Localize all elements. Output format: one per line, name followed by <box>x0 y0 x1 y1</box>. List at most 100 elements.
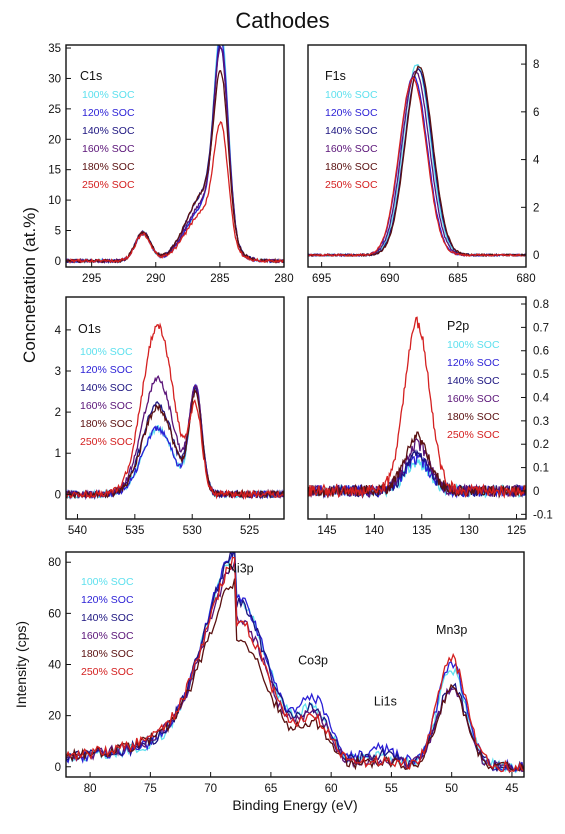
legend-entry: 160% SOC <box>80 400 133 412</box>
panel-f1s: 695 690 685 680 0 2 4 6 8 F1s 100% SOC 120% SOC 140%… <box>307 44 540 285</box>
y-tick-label: 20 <box>48 134 61 146</box>
y-tick-label: 2 <box>533 202 539 214</box>
peak-label: Co3p <box>298 654 328 668</box>
legend: 100% SOC 120% SOC 140% SOC 160% SOC 180% SOC… <box>81 576 134 678</box>
x-tick-label: 145 <box>317 525 336 537</box>
legend-entry: 140% SOC <box>80 382 133 394</box>
y-tick-label: 0.2 <box>533 439 549 451</box>
legend-entry: 250% SOC <box>81 666 134 678</box>
x-tick-label: 695 <box>312 273 331 285</box>
series-line <box>66 121 284 264</box>
series-lines <box>308 63 526 258</box>
legend-entry: 120% SOC <box>447 357 500 369</box>
series-lines <box>66 552 524 774</box>
legend-entry: 100% SOC <box>325 89 378 101</box>
y-tick-label: 8 <box>533 59 539 71</box>
plot-frame <box>307 296 527 520</box>
series-lines <box>66 322 284 501</box>
y-tick-label: 0 <box>533 250 539 262</box>
panel-title: P2p <box>447 319 469 333</box>
x-tick-label: 140 <box>365 525 384 537</box>
x-tick-label: 535 <box>125 525 144 537</box>
series-line <box>66 578 524 772</box>
legend-entry: 180% SOC <box>80 418 133 430</box>
legend-entry: 140% SOC <box>81 612 134 624</box>
x-tick-label: 135 <box>412 525 431 537</box>
x-tick-label: 285 <box>210 273 229 285</box>
y-tick-label: 0.8 <box>533 299 549 311</box>
y-tick-label: 30 <box>48 73 61 85</box>
x-tick-label: 290 <box>146 273 165 285</box>
y-tick-label: 20 <box>48 711 61 723</box>
x-tick-label: 530 <box>183 525 202 537</box>
legend-entry: 180% SOC <box>82 161 135 173</box>
series-line <box>66 561 524 773</box>
legend: 100% SOC 120% SOC 140% SOC 160% SOC 180% SOC… <box>325 89 378 191</box>
y-tick-label: 40 <box>48 660 61 672</box>
legend-entry: 180% SOC <box>447 411 500 423</box>
series-line <box>66 556 524 773</box>
x-tick-label: 125 <box>507 525 526 537</box>
x-tick-label: 525 <box>240 525 259 537</box>
y-tick-label: 0 <box>533 486 539 498</box>
y-tick-label: 60 <box>48 608 61 620</box>
legend: 100% SOC 120% SOC 140% SOC 160% SOC 180% SOC… <box>80 346 133 448</box>
legend-entry: 100% SOC <box>82 89 135 101</box>
legend-entry: 160% SOC <box>81 630 134 642</box>
legend-entry: 120% SOC <box>325 107 378 119</box>
panel-p2p: 145 140 135 130 125 -0.1 0 0.1 0.2 0.3 0.4 0.5 0.6 0.… <box>307 296 553 537</box>
y-tick-label: 80 <box>48 557 61 569</box>
legend-entry: 140% SOC <box>325 125 378 137</box>
plot-frame <box>65 44 285 268</box>
x-tick-label: 690 <box>380 273 399 285</box>
y-tick-label: 0.1 <box>533 463 549 475</box>
peak-label: Ni3p <box>228 561 254 575</box>
y-tick-label: 25 <box>48 104 61 116</box>
x-tick-label: 75 <box>144 783 157 795</box>
y-tick-label: 0 <box>55 256 61 268</box>
panel-o1s: 540 535 530 525 0 1 2 3 4 O1s 100% SOC 120% SOC 140%… <box>55 296 285 537</box>
legend-entry: 100% SOC <box>81 576 134 588</box>
y-axis-label: Intensity (cps) <box>13 621 29 708</box>
y-tick-label: 15 <box>48 165 61 177</box>
y-tick-label: 3 <box>55 366 61 378</box>
x-tick-label: 60 <box>325 783 338 795</box>
panel-title: C1s <box>80 69 102 83</box>
y-tick-label: 35 <box>48 43 61 55</box>
x-tick-label: 50 <box>445 783 458 795</box>
y-tick-label: 6 <box>533 107 539 119</box>
y-tick-label: 0 <box>55 762 61 774</box>
y-tick-label: 0.5 <box>533 369 549 381</box>
peak-label: Li1s <box>374 694 397 708</box>
legend-entry: 250% SOC <box>447 429 500 441</box>
y-tick-label: 4 <box>533 155 540 167</box>
panel-c1s: 295 290 285 280 0 5 10 15 20 25 30 35 C1s 100% SOC 120… <box>48 43 293 285</box>
legend-entry: 140% SOC <box>447 375 500 387</box>
panel-title: O1s <box>78 322 101 336</box>
y-tick-label: 0 <box>55 489 61 501</box>
legend-entry: 250% SOC <box>80 436 133 448</box>
peak-label: Mn3p <box>436 623 467 637</box>
x-tick-label: 80 <box>84 783 97 795</box>
legend: 100% SOC 120% SOC 140% SOC 160% SOC 180% SOC… <box>82 89 135 191</box>
y-tick-label: 0.6 <box>533 346 549 358</box>
x-tick-label: 45 <box>506 783 519 795</box>
series-line <box>66 322 284 500</box>
legend-entry: 160% SOC <box>325 143 378 155</box>
plot-frame <box>65 296 285 520</box>
plot-frame <box>307 44 527 268</box>
y-tick-label: 0.4 <box>533 392 550 404</box>
x-tick-label: 130 <box>460 525 479 537</box>
x-tick-label: 280 <box>274 273 293 285</box>
series-line <box>308 76 526 257</box>
y-tick-label: 0.7 <box>533 322 549 334</box>
y-tick-label: 10 <box>48 195 61 207</box>
y-tick-label: 4 <box>55 325 62 337</box>
series-lines <box>66 45 284 264</box>
page-title: Cathodes <box>235 8 330 33</box>
x-tick-label: 680 <box>516 273 535 285</box>
legend: 100% SOC 120% SOC 140% SOC 160% SOC 180% SOC… <box>447 339 500 441</box>
legend-entry: 120% SOC <box>81 594 134 606</box>
panel-title: F1s <box>325 69 346 83</box>
series-lines <box>308 316 526 499</box>
